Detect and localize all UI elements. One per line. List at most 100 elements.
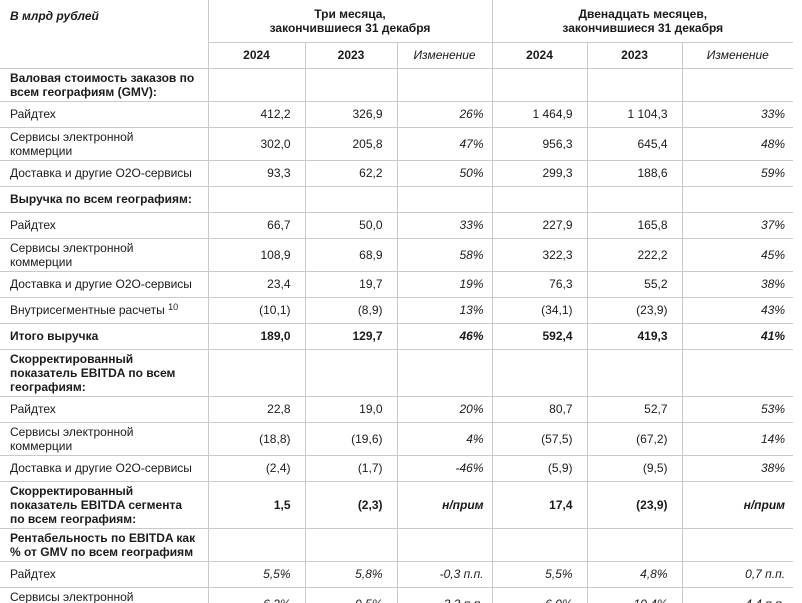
- unit-label: В млрд рублей: [0, 0, 208, 69]
- change-cell: 50%: [396, 160, 493, 187]
- data-row: Райдтех 5,5% 5,8% -0,3 п.п. 5,5% 4,8% 0,7 п.п.: [0, 561, 794, 588]
- column-header-2023-q: 2023: [304, 42, 397, 69]
- value-cell: 165,8: [586, 212, 683, 239]
- change-cell: 45%: [681, 238, 794, 272]
- change-cell: [681, 186, 794, 213]
- row-label: Итого выручка: [0, 323, 208, 350]
- group-title-line: закончившиеся 31 декабря: [562, 20, 724, 35]
- row-label-text: Внутрисегментные расчеты: [10, 303, 165, 317]
- data-row: Доставка и другие O2O-сервисы 93,3 62,2 50%…: [0, 160, 794, 187]
- value-cell: 108,9: [207, 238, 305, 272]
- value-cell: (5,9): [491, 455, 588, 482]
- value-cell: [586, 68, 683, 102]
- row-label: Сервисы электронной коммерции: [0, 422, 208, 456]
- value-cell: 68,9: [304, 238, 397, 272]
- change-cell: 46%: [396, 323, 493, 350]
- value-cell: 76,3: [491, 271, 588, 298]
- value-cell: 50,0: [304, 212, 397, 239]
- value-cell: 322,3: [491, 238, 588, 272]
- value-cell: [586, 528, 683, 562]
- value-cell: (2,3): [304, 481, 397, 529]
- change-cell: [396, 186, 493, 213]
- value-cell: -10,4%: [586, 587, 683, 603]
- value-cell: (8,9): [304, 297, 397, 324]
- group-title-line: Три месяца,: [314, 6, 386, 21]
- data-row: Доставка и другие O2O-сервисы 23,4 19,7 19%…: [0, 271, 794, 298]
- value-cell: [207, 186, 305, 213]
- section-row: Выручка по всем географиям:: [0, 186, 794, 213]
- change-cell: 0,7 п.п.: [681, 561, 794, 588]
- change-cell: [681, 349, 794, 397]
- value-cell: -6,2%: [207, 587, 305, 603]
- row-label: Выручка по всем географиям:: [0, 186, 208, 213]
- row-label: Доставка и другие O2O-сервисы: [0, 160, 208, 187]
- value-cell: [491, 349, 588, 397]
- column-header-2023-y: 2023: [586, 42, 683, 69]
- change-cell: 33%: [396, 212, 493, 239]
- data-row: Сервисы электронной коммерции (18,8) (19,6…: [0, 422, 794, 456]
- change-cell: 38%: [681, 455, 794, 482]
- value-cell: [586, 349, 683, 397]
- row-label: Сервисы электронной коммерции: [0, 587, 208, 603]
- value-cell: 17,4: [491, 481, 588, 529]
- change-cell: -46%: [396, 455, 493, 482]
- value-cell: 66,7: [207, 212, 305, 239]
- change-cell: 53%: [681, 396, 794, 423]
- row-label: Скорректированный показатель EBITDA сегм…: [0, 481, 208, 529]
- row-label: Скорректированный показатель EBITDA по в…: [0, 349, 208, 397]
- value-cell: (23,9): [586, 297, 683, 324]
- value-cell: 189,0: [207, 323, 305, 350]
- change-cell: 33%: [681, 101, 794, 128]
- value-cell: [586, 186, 683, 213]
- row-label: Райдтех: [0, 396, 208, 423]
- group-title-line: закончившиеся 31 декабря: [269, 20, 431, 35]
- value-cell: [304, 349, 397, 397]
- value-cell: 222,2: [586, 238, 683, 272]
- value-cell: (10,1): [207, 297, 305, 324]
- change-cell: 3,3 п.п.: [396, 587, 493, 603]
- value-cell: [491, 186, 588, 213]
- data-row: Райдтех 66,7 50,0 33% 227,9 165,8 37%: [0, 212, 794, 239]
- value-cell: [207, 528, 305, 562]
- value-cell: [207, 68, 305, 102]
- value-cell: 129,7: [304, 323, 397, 350]
- value-cell: 19,7: [304, 271, 397, 298]
- value-cell: [491, 528, 588, 562]
- data-row: Сервисы электронной коммерции-6,2%-9,5%3…: [0, 587, 794, 603]
- change-cell: 4,4 п.п.: [681, 587, 794, 603]
- value-cell: 5,8%: [304, 561, 397, 588]
- data-row: Сервисы электронной коммерции 302,0 205,8 4…: [0, 127, 794, 161]
- value-cell: 956,3: [491, 127, 588, 161]
- change-cell: 20%: [396, 396, 493, 423]
- value-cell: [207, 349, 305, 397]
- data-row: Доставка и другие O2O-сервисы (2,4) (1,7) -…: [0, 455, 794, 482]
- value-cell: (34,1): [491, 297, 588, 324]
- section-row: Валовая стоимость заказов по всем геогра…: [0, 68, 794, 102]
- value-cell: (1,7): [304, 455, 397, 482]
- row-label: Райдтех: [0, 101, 208, 128]
- value-cell: [304, 528, 397, 562]
- row-label: Валовая стоимость заказов по всем геогра…: [0, 68, 208, 102]
- value-cell: 52,7: [586, 396, 683, 423]
- value-cell: (18,8): [207, 422, 305, 456]
- value-cell: [304, 68, 397, 102]
- data-row: Внутрисегментные расчеты 10 (10,1) (8,9) 13…: [0, 297, 794, 324]
- section-row: Рентабельность по EBITDA как % от GMV по…: [0, 528, 794, 562]
- change-cell: 59%: [681, 160, 794, 187]
- change-cell: 13%: [396, 297, 493, 324]
- change-cell: 4%: [396, 422, 493, 456]
- change-cell: [396, 349, 493, 397]
- change-cell: -0,3 п.п.: [396, 561, 493, 588]
- change-cell: 19%: [396, 271, 493, 298]
- value-cell: 326,9: [304, 101, 397, 128]
- row-label: Сервисы электронной коммерции: [0, 238, 208, 272]
- value-cell: 55,2: [586, 271, 683, 298]
- value-cell: 592,4: [491, 323, 588, 350]
- header-group-twelve-months: Двенадцать месяцев, закончившиеся 31 дека…: [491, 0, 794, 43]
- value-cell: 419,3: [586, 323, 683, 350]
- value-cell: 5,5%: [207, 561, 305, 588]
- change-cell: 41%: [681, 323, 794, 350]
- value-cell: 412,2: [207, 101, 305, 128]
- value-cell: -9,5%: [304, 587, 397, 603]
